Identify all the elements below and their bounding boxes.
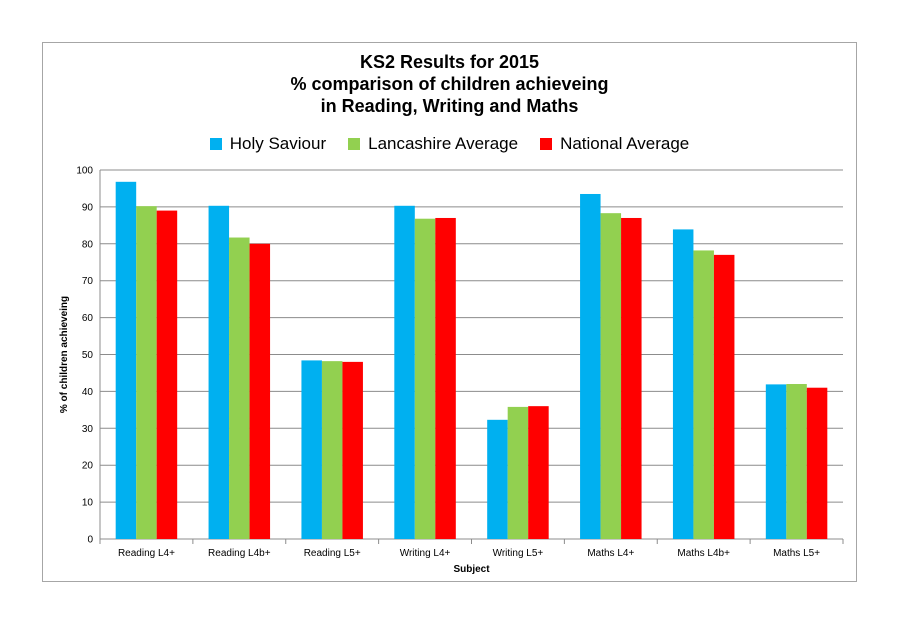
x-tick-label: Writing L4+: [400, 548, 451, 559]
chart-title: KS2 Results for 2015 % comparison of chi…: [43, 51, 856, 117]
bar-lancashire-average: [786, 384, 807, 539]
bar-national-average: [342, 361, 363, 539]
y-axis-title: % of children achieveing: [59, 296, 70, 413]
x-tick-label: Maths L4b+: [677, 548, 730, 559]
bar-holy-saviour: [208, 205, 230, 539]
y-tick-label: 30: [82, 424, 94, 435]
legend-swatch-national-average: [540, 138, 553, 150]
y-tick-label: 90: [82, 202, 94, 213]
legend-label-lancashire-average: Lancashire Average: [368, 134, 519, 153]
legend-item-holy-saviour: Holy Saviour: [209, 134, 327, 154]
y-tick-label: 70: [82, 276, 94, 287]
chart-legend: Holy Saviour Lancashire Average National…: [43, 134, 856, 154]
legend-label-holy-saviour: Holy Saviour: [229, 134, 327, 153]
x-tick-label: Writing L5+: [493, 548, 544, 559]
legend-item-lancashire-average: Lancashire Average: [348, 134, 518, 154]
x-tick-label: Reading L4+: [118, 548, 175, 559]
bar-national-average: [156, 210, 178, 539]
bar-lancashire-average: [321, 361, 343, 539]
x-tick-label: Reading L5+: [304, 548, 361, 559]
bar-holy-saviour: [394, 205, 415, 539]
legend-swatch-holy-saviour: [209, 138, 222, 150]
chart-title-line-1: KS2 Results for 2015: [359, 52, 540, 72]
bar-national-average: [528, 406, 549, 539]
legend-swatch-lancashire-average: [348, 138, 361, 150]
legend-label-national-average: National Average: [560, 134, 690, 153]
bar-lancashire-average: [414, 218, 436, 539]
bar-lancashire-average: [507, 406, 529, 539]
bar-national-average: [713, 254, 735, 539]
bar-lancashire-average: [600, 213, 622, 539]
legend-item-national-average: National Average: [540, 134, 689, 154]
y-tick-label: 50: [82, 350, 94, 361]
y-tick-label: 20: [82, 461, 94, 472]
y-tick-label: 100: [76, 166, 93, 177]
chart-title-line-2: % comparison of children achieveing: [290, 74, 609, 94]
bar-holy-saviour: [487, 419, 508, 539]
x-tick-label: Reading L4b+: [208, 548, 271, 559]
bar-national-average: [621, 217, 642, 539]
bar-national-average: [435, 217, 456, 539]
bar-lancashire-average: [136, 206, 157, 540]
chart-frame: KS2 Results for 2015 % comparison of chi…: [42, 42, 857, 582]
y-tick-label: 10: [82, 498, 94, 509]
bar-holy-saviour: [301, 360, 322, 539]
x-axis-title: Subject: [453, 564, 490, 575]
y-tick-label: 0: [87, 535, 93, 546]
y-tick-label: 40: [82, 387, 94, 398]
bar-holy-saviour: [672, 229, 694, 539]
y-tick-label: 60: [82, 313, 94, 324]
x-tick-label: Maths L4+: [587, 548, 634, 559]
y-tick-label: 80: [82, 239, 94, 250]
bar-national-average: [806, 387, 828, 539]
bar-holy-saviour: [765, 384, 787, 539]
bar-national-average: [249, 243, 271, 540]
bar-lancashire-average: [229, 237, 250, 540]
bar-holy-saviour: [115, 181, 137, 540]
chart-title-line-3: in Reading, Writing and Maths: [320, 96, 579, 116]
bar-holy-saviour: [580, 193, 601, 540]
chart-plot: 0 10 20 30 40 50 60 70 80 90 100 Reading L4+ Reading…: [59, 166, 844, 575]
bar-lancashire-average: [693, 250, 714, 539]
x-tick-label: Maths L5+: [773, 548, 820, 559]
